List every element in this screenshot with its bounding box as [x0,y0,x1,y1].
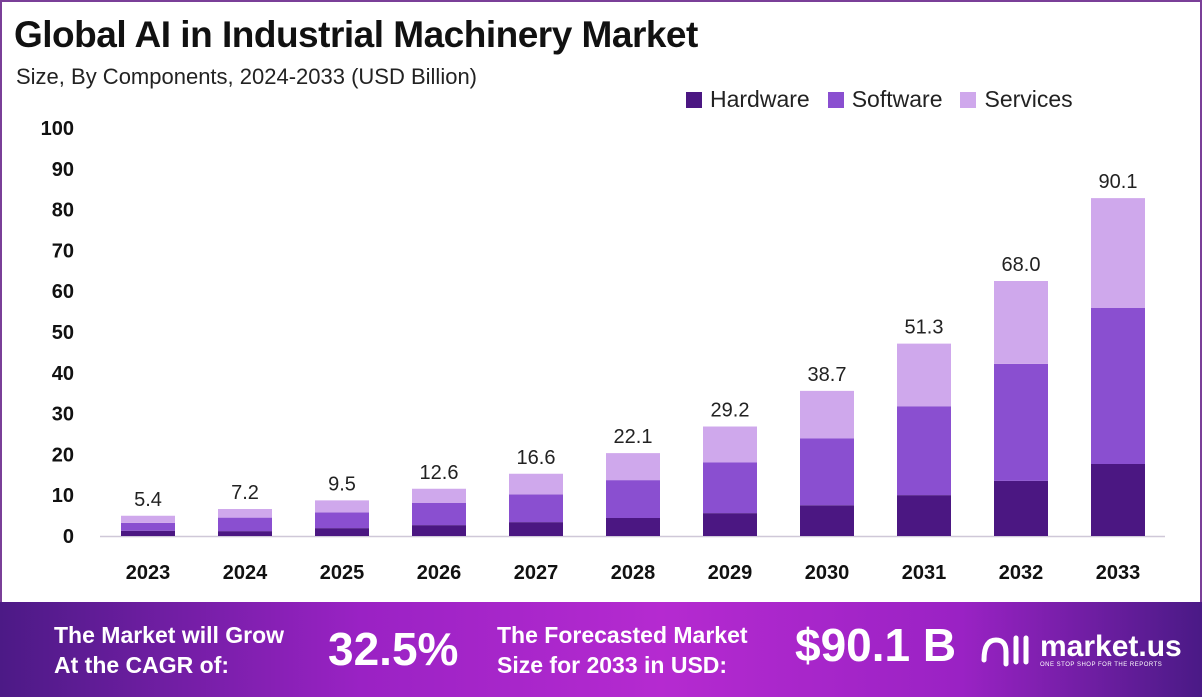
bar-hardware-2033 [1091,464,1145,536]
chart-subtitle: Size, By Components, 2024-2033 (USD Bill… [16,64,478,89]
x-tick-label: 2030 [805,562,850,584]
y-tick-label: 50 [52,322,74,344]
bar-total-label: 22.1 [614,426,653,448]
legend-item-software: Software [827,86,943,113]
bar-services-2023 [121,515,175,523]
chart-title: Global AI in Industrial Machinery Market [14,14,698,55]
y-tick-label: 70 [52,240,74,262]
x-tick-label: 2026 [417,562,462,584]
y-tick-label: 20 [52,444,74,466]
bar-total-label: 12.6 [420,462,459,484]
x-tick-label: 2027 [514,562,559,584]
bar-services-2027 [509,473,563,495]
bar-services-2028 [606,453,660,481]
bar-hardware-2026 [412,525,466,536]
forecast-label-line1: The Forecasted Market [497,622,748,648]
bar-software-2023 [121,522,175,531]
bar-hardware-2027 [509,522,563,536]
legend-swatch-software [827,91,844,108]
cagr-value: 32.5% [328,623,459,675]
cagr-label-line1: The Market will Grow [54,622,285,648]
bar-software-2033 [1091,308,1145,464]
cagr-label-line2: At the CAGR of: [54,652,230,678]
logo-mark-icon [981,635,1029,667]
bar-total-label: 16.6 [517,447,556,469]
bar-services-2024 [218,509,272,518]
bar-total-label: 68.0 [1002,254,1041,276]
bar-software-2030 [800,438,854,506]
bar-total-label: 90.1 [1099,171,1138,193]
x-tick-label: 2025 [320,562,365,584]
forecast-label-line2: Size for 2033 in USD: [497,652,728,678]
y-tick-label: 100 [41,118,74,140]
y-tick-label: 10 [52,485,74,507]
bar-hardware-2025 [315,528,369,536]
market-us-logo: market.us ONE STOP SHOP FOR THE REPORTS [980,630,1182,670]
bar-software-2025 [315,512,369,529]
bar-software-2031 [897,406,951,496]
x-tick-label: 2024 [223,562,268,584]
legend-label: Hardware [710,86,810,112]
legend: Hardware Software Services [686,86,1073,113]
logo-tagline: ONE STOP SHOP FOR THE REPORTS [1040,662,1163,668]
x-tick-label: 2023 [126,562,171,584]
legend-item-services: Services [960,86,1073,113]
bar-software-2026 [412,503,466,526]
bar-total-label: 29.2 [711,400,750,422]
bar-services-2033 [1091,198,1145,308]
legend-item-hardware: Hardware [686,86,810,113]
x-tick-label: 2028 [611,562,656,584]
y-tick-label: 30 [52,404,74,426]
y-tick-label: 0 [63,526,74,548]
legend-swatch-services [960,91,977,108]
x-tick-label: 2029 [708,562,753,584]
bar-services-2026 [412,488,466,503]
y-tick-label: 40 [52,363,74,385]
bar-software-2027 [509,494,563,523]
bar-chart: 01020304050607080901005.420237.220249.52… [41,118,1165,584]
x-tick-label: 2033 [1096,562,1141,584]
bar-software-2029 [703,462,757,514]
bar-software-2028 [606,480,660,518]
bar-software-2032 [994,363,1048,481]
cagr-label: The Market will Grow At the CAGR of: [54,620,284,680]
y-tick-label: 90 [52,159,74,181]
legend-swatch-hardware [686,91,702,108]
bar-total-label: 38.7 [808,364,847,386]
chart-frame [0,0,1202,604]
bar-hardware-2030 [800,505,854,536]
forecast-value: $90.1 B [795,619,957,671]
bar-total-label: 7.2 [231,482,259,504]
logo-name: market.us [1040,630,1182,663]
bar-total-label: 5.4 [134,489,162,511]
bar-hardware-2029 [703,513,757,536]
summary-banner: The Market will Grow At the CAGR of: 32.… [0,602,1202,697]
bar-services-2025 [315,500,369,513]
bar-total-label: 9.5 [328,473,356,495]
bar-total-label: 51.3 [905,317,944,339]
x-tick-label: 2032 [999,562,1044,584]
bar-hardware-2032 [994,480,1048,536]
bar-hardware-2028 [606,518,660,536]
legend-label: Software [851,86,943,112]
bar-services-2030 [800,390,854,439]
forecast-label: The Forecasted Market Size for 2033 in U… [497,620,748,680]
bar-services-2029 [703,426,757,463]
y-tick-label: 60 [52,281,74,303]
x-tick-label: 2031 [902,562,947,584]
bar-hardware-2031 [897,495,951,536]
bar-services-2031 [897,343,951,407]
bar-hardware-2024 [218,531,272,536]
bar-services-2032 [994,281,1048,364]
legend-label: Services [984,86,1073,112]
bar-software-2024 [218,517,272,532]
bar-hardware-2023 [121,530,175,536]
y-tick-label: 80 [52,200,74,222]
